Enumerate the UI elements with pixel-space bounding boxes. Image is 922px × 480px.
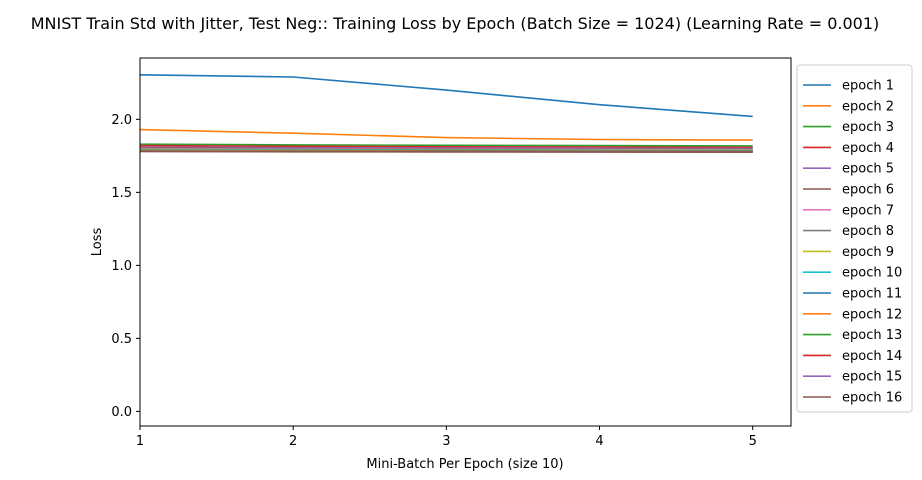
legend-label-epoch-14: epoch 14 <box>842 349 902 364</box>
x-tick-label: 4 <box>595 434 603 449</box>
legend-label-epoch-7: epoch 7 <box>842 203 894 218</box>
legend-label-epoch-10: epoch 10 <box>842 266 902 281</box>
x-tick-label: 2 <box>289 434 297 449</box>
series-line-epoch-16 <box>139 150 753 153</box>
x-axis-label: Mini-Batch Per Epoch (size 10) <box>366 457 563 472</box>
y-tick-label: 1.5 <box>111 186 132 201</box>
legend-label-epoch-1: epoch 1 <box>842 79 894 94</box>
plot-frame <box>140 58 791 426</box>
legend-label-epoch-5: epoch 5 <box>842 162 894 177</box>
legend-label-epoch-6: epoch 6 <box>842 183 894 198</box>
x-tick-label: 5 <box>749 434 757 449</box>
plot-border <box>139 57 792 427</box>
legend-label-epoch-4: epoch 4 <box>842 141 894 156</box>
y-tick-label: 0.0 <box>111 405 132 420</box>
plot-area <box>139 57 792 427</box>
legend-label-epoch-11: epoch 11 <box>842 287 902 302</box>
chart-title: MNIST Train Std with Jitter, Test Neg:: … <box>31 14 880 33</box>
series-line-epoch-1 <box>139 74 753 118</box>
y-tick-label: 2.0 <box>111 113 132 128</box>
legend-label-epoch-16: epoch 16 <box>842 391 902 406</box>
legend-label-epoch-2: epoch 2 <box>842 99 894 114</box>
y-tick-label: 1.0 <box>111 259 132 274</box>
legend-label-epoch-12: epoch 12 <box>842 307 902 322</box>
legend-label-epoch-8: epoch 8 <box>842 224 894 239</box>
legend-box <box>796 64 913 413</box>
series-group <box>139 74 753 153</box>
legend: epoch 1 epoch 2 epoch 3 epoch 4 epoch 5 epoch… <box>796 64 913 413</box>
legend-label-epoch-13: epoch 13 <box>842 328 902 343</box>
legend-label-epoch-9: epoch 9 <box>842 245 894 260</box>
legend-items: epoch 1 epoch 2 epoch 3 epoch 4 epoch 5 epoch… <box>803 79 902 406</box>
series-line-epoch-2 <box>139 128 753 141</box>
x-tick-label: 3 <box>442 434 450 449</box>
x-tick-label: 1 <box>136 434 144 449</box>
y-axis: 0.0 0.5 1.0 1.5 2.0 <box>111 113 140 420</box>
y-axis-label: Loss <box>90 228 105 257</box>
legend-label-epoch-3: epoch 3 <box>842 120 894 135</box>
series-line-epoch-3 <box>139 143 753 147</box>
legend-label-epoch-15: epoch 15 <box>842 370 902 385</box>
series-line-epoch-4 <box>139 144 753 149</box>
y-tick-label: 0.5 <box>111 332 132 347</box>
x-axis: 1 2 3 4 5 <box>136 426 757 449</box>
